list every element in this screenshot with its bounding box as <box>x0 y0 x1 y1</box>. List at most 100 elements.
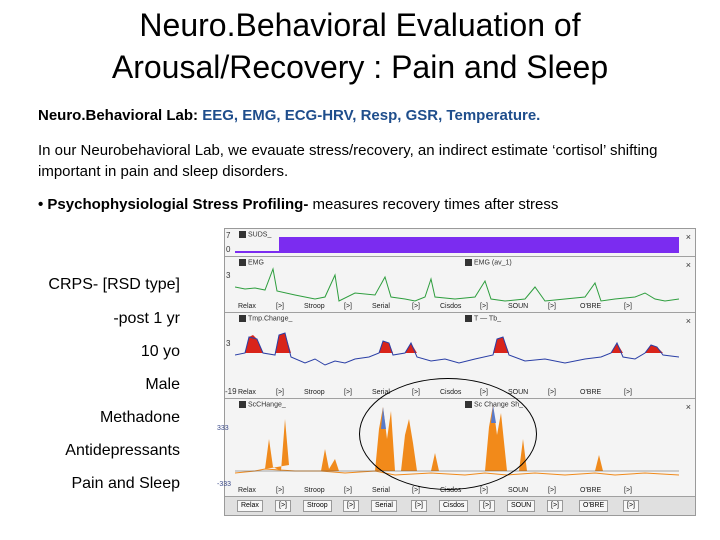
sc-checkbox[interactable] <box>239 401 246 408</box>
temp-peak-4 <box>405 343 417 353</box>
sc-right-checkbox[interactable] <box>465 401 472 408</box>
temp-y-top: 3 <box>226 339 231 348</box>
emg-label-right: EMG (av_1) <box>465 259 512 266</box>
phase-button-b1[interactable]: [>] <box>275 500 291 512</box>
biofeedback-window: 7 0 SUDS_ × 3 EMG EMG (av_1) × Relax [>]… <box>217 228 696 516</box>
temp-phase-markers: Relax [>] Stroop [>] Serial [>] Cisdos [… <box>235 384 679 396</box>
phase-button-soun[interactable]: SOUN <box>507 500 536 512</box>
phase-button-b3[interactable]: [>] <box>411 500 427 512</box>
sc-mark-b1: [>] <box>275 487 285 494</box>
sc-label: ScCHange_ <box>239 401 286 408</box>
suds-band <box>279 237 679 253</box>
sc-mark-b4: [>] <box>479 487 489 494</box>
patient-complaint: Pain and Sleep <box>71 475 180 492</box>
emg-checkbox[interactable] <box>239 259 246 266</box>
sc-mark-b3: [>] <box>411 487 421 494</box>
profiling-bullet: • Psychophysiologial Stress Profiling- m… <box>38 196 558 213</box>
sc-mark-b6: [>] <box>623 487 633 494</box>
phase-button-relax[interactable]: Relax <box>237 500 263 512</box>
sc-close-icon[interactable]: × <box>685 402 691 412</box>
sc-peak-8 <box>595 455 603 471</box>
phase-button-bar: Relax [>] Stroop [>] Serial [>] Cisdos [… <box>225 497 695 515</box>
sc-y-bottom: -333 <box>217 481 232 488</box>
emg-mark-serial: Serial <box>371 303 391 310</box>
emg-mark-soun: SOUN <box>507 303 530 310</box>
lab-modalities: EEG, EMG, ECG-HRV, Resp, GSR, Temperatur… <box>202 107 541 124</box>
sc-y-axis: 333 -333 <box>217 399 235 496</box>
phase-button-b5[interactable]: [>] <box>547 500 563 512</box>
temp-mark-b1: [>] <box>275 389 285 396</box>
emg-mark-b6: [>] <box>623 303 633 310</box>
temp-peak-6 <box>611 343 623 353</box>
phase-button-cisdos[interactable]: Cisdos <box>439 500 469 512</box>
emg-mark-b1: [>] <box>275 303 285 310</box>
temp-trace <box>235 332 679 366</box>
sc-mark-obre: O'BRE <box>579 487 603 494</box>
patient-medication-1: Methadone <box>99 409 180 426</box>
suds-panel: 7 0 SUDS_ × <box>225 229 695 257</box>
temp-mark-stroop: Stroop <box>303 389 326 396</box>
emg-close-icon[interactable]: × <box>685 260 691 270</box>
phase-button-b2[interactable]: [>] <box>343 500 359 512</box>
emg-y-axis: 3 <box>225 257 235 312</box>
slide-title: Neuro.Behavioral Evaluation of Arousal/R… <box>0 4 720 88</box>
suds-label: SUDS_ <box>239 231 271 238</box>
temp-y-axis: 3 -19 <box>225 313 237 398</box>
temp-mark-b5: [>] <box>547 389 557 396</box>
patient-duration: -post 1 yr <box>113 310 180 327</box>
temp-checkbox[interactable] <box>239 315 246 322</box>
sc-peak-5 <box>431 453 439 471</box>
temp-mark-serial: Serial <box>371 389 391 396</box>
suds-baseline <box>235 251 279 253</box>
sc-panel: 333 -333 ScCHange_ Sc Change Sh_ × Relax… <box>217 399 695 497</box>
emg-line <box>235 267 679 302</box>
sc-peak-6-tip <box>491 405 496 423</box>
temp-peak-1 <box>245 335 263 353</box>
temp-right-checkbox[interactable] <box>465 315 472 322</box>
temp-label-right: T — Tb_ <box>465 315 501 322</box>
temp-panel: 3 -19 Tmp.Change_ T — Tb_ × Relax [>] St… <box>225 313 695 399</box>
emg-avg-checkbox[interactable] <box>465 259 472 266</box>
temp-y-bottom: -19 <box>225 387 237 396</box>
sc-phase-markers: Relax [>] Stroop [>] Serial [>] Cisdos [… <box>235 482 679 494</box>
sc-peak-4 <box>401 419 417 471</box>
temp-line <box>235 332 679 366</box>
temp-mark-b3: [>] <box>411 389 421 396</box>
emg-y-top: 3 <box>226 271 231 280</box>
suds-y-top: 7 <box>226 231 231 240</box>
sc-mark-b5: [>] <box>547 487 557 494</box>
sc-mark-stroop: Stroop <box>303 487 326 494</box>
bullet-bold: • Psychophysiologial Stress Profiling- <box>38 196 309 213</box>
phase-button-b6[interactable]: [>] <box>623 500 639 512</box>
sc-mark-serial: Serial <box>371 487 391 494</box>
temp-label: Tmp.Change_ <box>239 315 292 322</box>
intro-paragraph: In our Neurobehavioral Lab, we evauate s… <box>38 142 658 180</box>
temp-mark-b2: [>] <box>343 389 353 396</box>
temp-mark-relax: Relax <box>237 389 257 396</box>
sc-peak-3-tip <box>381 407 386 429</box>
sc-baseline <box>235 468 679 476</box>
suds-checkbox[interactable] <box>239 231 246 238</box>
temp-mark-b4: [>] <box>479 389 489 396</box>
patient-diagnosis: CRPS- [RSD type] <box>48 276 180 293</box>
sc-peak-1 <box>265 419 289 471</box>
temp-close-icon[interactable]: × <box>685 316 691 326</box>
suds-y-bottom: 0 <box>226 245 231 254</box>
emg-mark-stroop: Stroop <box>303 303 326 310</box>
sc-label-right: Sc Change Sh_ <box>465 401 523 408</box>
phase-button-stroop[interactable]: Stroop <box>303 500 332 512</box>
phase-button-b4[interactable]: [>] <box>479 500 495 512</box>
title-line-1: Neuro.Behavioral Evaluation of <box>139 7 581 43</box>
bullet-rest: measures recovery times after stress <box>308 196 559 213</box>
phase-button-obre[interactable]: O'BRE <box>579 500 609 512</box>
temp-mark-cisdos: Cisdos <box>439 389 463 396</box>
emg-mark-cisdos: Cisdos <box>439 303 463 310</box>
phase-button-serial[interactable]: Serial <box>371 500 397 512</box>
emg-mark-relax: Relax <box>237 303 257 310</box>
sc-mark-cisdos: Cisdos <box>439 487 463 494</box>
temp-peak-2 <box>275 333 291 353</box>
sc-peak-6 <box>485 405 507 471</box>
sc-mark-b2: [>] <box>343 487 353 494</box>
sc-mark-soun: SOUN <box>507 487 530 494</box>
suds-close-icon[interactable]: × <box>685 232 691 242</box>
